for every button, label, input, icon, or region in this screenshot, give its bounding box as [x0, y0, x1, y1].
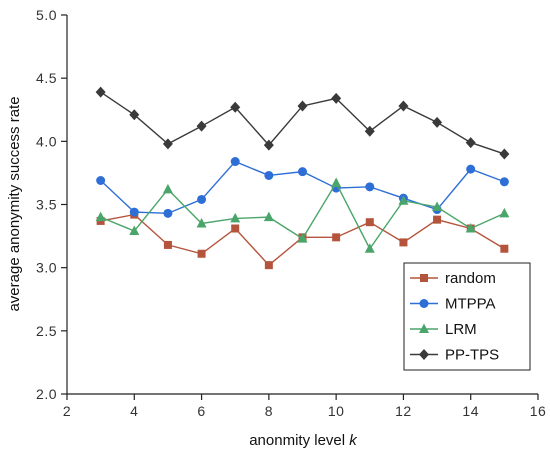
x-tick-label: 10 [328, 403, 345, 419]
x-axis-title: anonmity level k [249, 432, 358, 449]
data-point-mtppa [230, 157, 240, 167]
legend-label: MTPPA [445, 296, 496, 313]
x-axis-title-text: anonmity level [249, 432, 349, 449]
x-tick-label: 12 [395, 403, 412, 419]
axes: 2 4 6 8 10 12 14 16 2.0 2.5 3.0 3.5 4.0 4.5 5.0 [36, 7, 546, 419]
data-point-mtppa [163, 208, 173, 218]
x-tick-label: 14 [462, 403, 479, 419]
data-point-pp-tps [95, 86, 106, 98]
data-point-lrm [95, 211, 106, 222]
data-point-pp-tps [465, 137, 476, 149]
data-point-pp-tps [196, 120, 207, 132]
data-point-lrm [263, 211, 274, 222]
x-tick-label: 6 [197, 403, 205, 419]
data-point-pp-tps [364, 125, 375, 137]
x-axis-title-var: k [349, 432, 358, 449]
data-point-pp-tps [263, 139, 274, 151]
y-tick-label: 5.0 [36, 7, 57, 23]
data-point-lrm [398, 195, 409, 205]
data-point-random [332, 233, 341, 242]
data-point-mtppa [365, 182, 375, 192]
legend-entry-pp-tps: PP-TPS [410, 347, 499, 364]
data-point-pp-tps [499, 148, 510, 160]
series-lrm [95, 177, 510, 253]
legend-label: PP-TPS [445, 347, 499, 364]
data-point-lrm [331, 177, 342, 188]
y-tick-label: 4.0 [36, 133, 57, 149]
x-tick-label: 4 [130, 403, 138, 419]
y-tick-label: 3.0 [36, 260, 57, 276]
data-point-lrm [499, 207, 510, 218]
data-point-mtppa [129, 207, 139, 217]
legend-label: LRM [445, 321, 477, 338]
data-point-pp-tps [398, 100, 409, 112]
y-tick-label: 3.5 [36, 197, 57, 213]
data-point-random [264, 261, 273, 270]
legend-entry-random: random [410, 270, 496, 287]
data-point-lrm [196, 217, 207, 228]
data-point-pp-tps [432, 116, 443, 128]
data-point-random [163, 240, 172, 249]
x-tick-label: 2 [63, 403, 71, 419]
x-tick-label: 8 [265, 403, 273, 419]
data-point-lrm [432, 201, 443, 212]
data-point-pp-tps [331, 92, 342, 104]
series-layer [95, 86, 510, 270]
data-point-mtppa [96, 175, 106, 185]
data-point-mtppa [264, 170, 274, 180]
data-point-random [500, 244, 509, 253]
data-point-pp-tps [162, 138, 173, 150]
y-tick-label: 2.5 [36, 323, 57, 339]
y-tick-label: 2.0 [36, 386, 57, 402]
series-pp-tps [95, 86, 510, 160]
series-mtppa [96, 157, 509, 218]
legend-marker [419, 349, 429, 360]
data-point-lrm [230, 212, 241, 223]
y-tick-label: 4.5 [36, 70, 57, 86]
data-point-pp-tps [297, 100, 308, 112]
legend-entry-lrm: LRM [410, 321, 477, 338]
data-point-lrm [297, 233, 308, 243]
legend-marker [419, 323, 429, 333]
data-point-lrm [129, 225, 140, 236]
legend-entry-mtppa: MTPPA [410, 296, 496, 313]
data-point-lrm [465, 223, 476, 233]
data-point-lrm [364, 243, 375, 253]
data-point-pp-tps [230, 101, 241, 113]
x-tick-label: 16 [530, 403, 547, 419]
data-point-mtppa [499, 177, 509, 187]
data-point-mtppa [466, 164, 476, 174]
data-point-random [433, 215, 442, 224]
legend-marker [419, 299, 429, 308]
data-point-lrm [162, 183, 173, 194]
data-point-random [365, 218, 374, 227]
data-point-mtppa [197, 194, 207, 204]
data-point-random [197, 249, 206, 258]
data-point-mtppa [298, 167, 307, 177]
legend-marker [420, 274, 428, 282]
y-axis-title: average anonymity success rate [6, 96, 23, 311]
legend: random MTPPA LRM PP-TPS [403, 262, 531, 371]
data-point-random [231, 224, 240, 233]
data-point-pp-tps [129, 109, 140, 121]
legend-label: random [445, 270, 496, 287]
data-point-random [399, 238, 408, 247]
